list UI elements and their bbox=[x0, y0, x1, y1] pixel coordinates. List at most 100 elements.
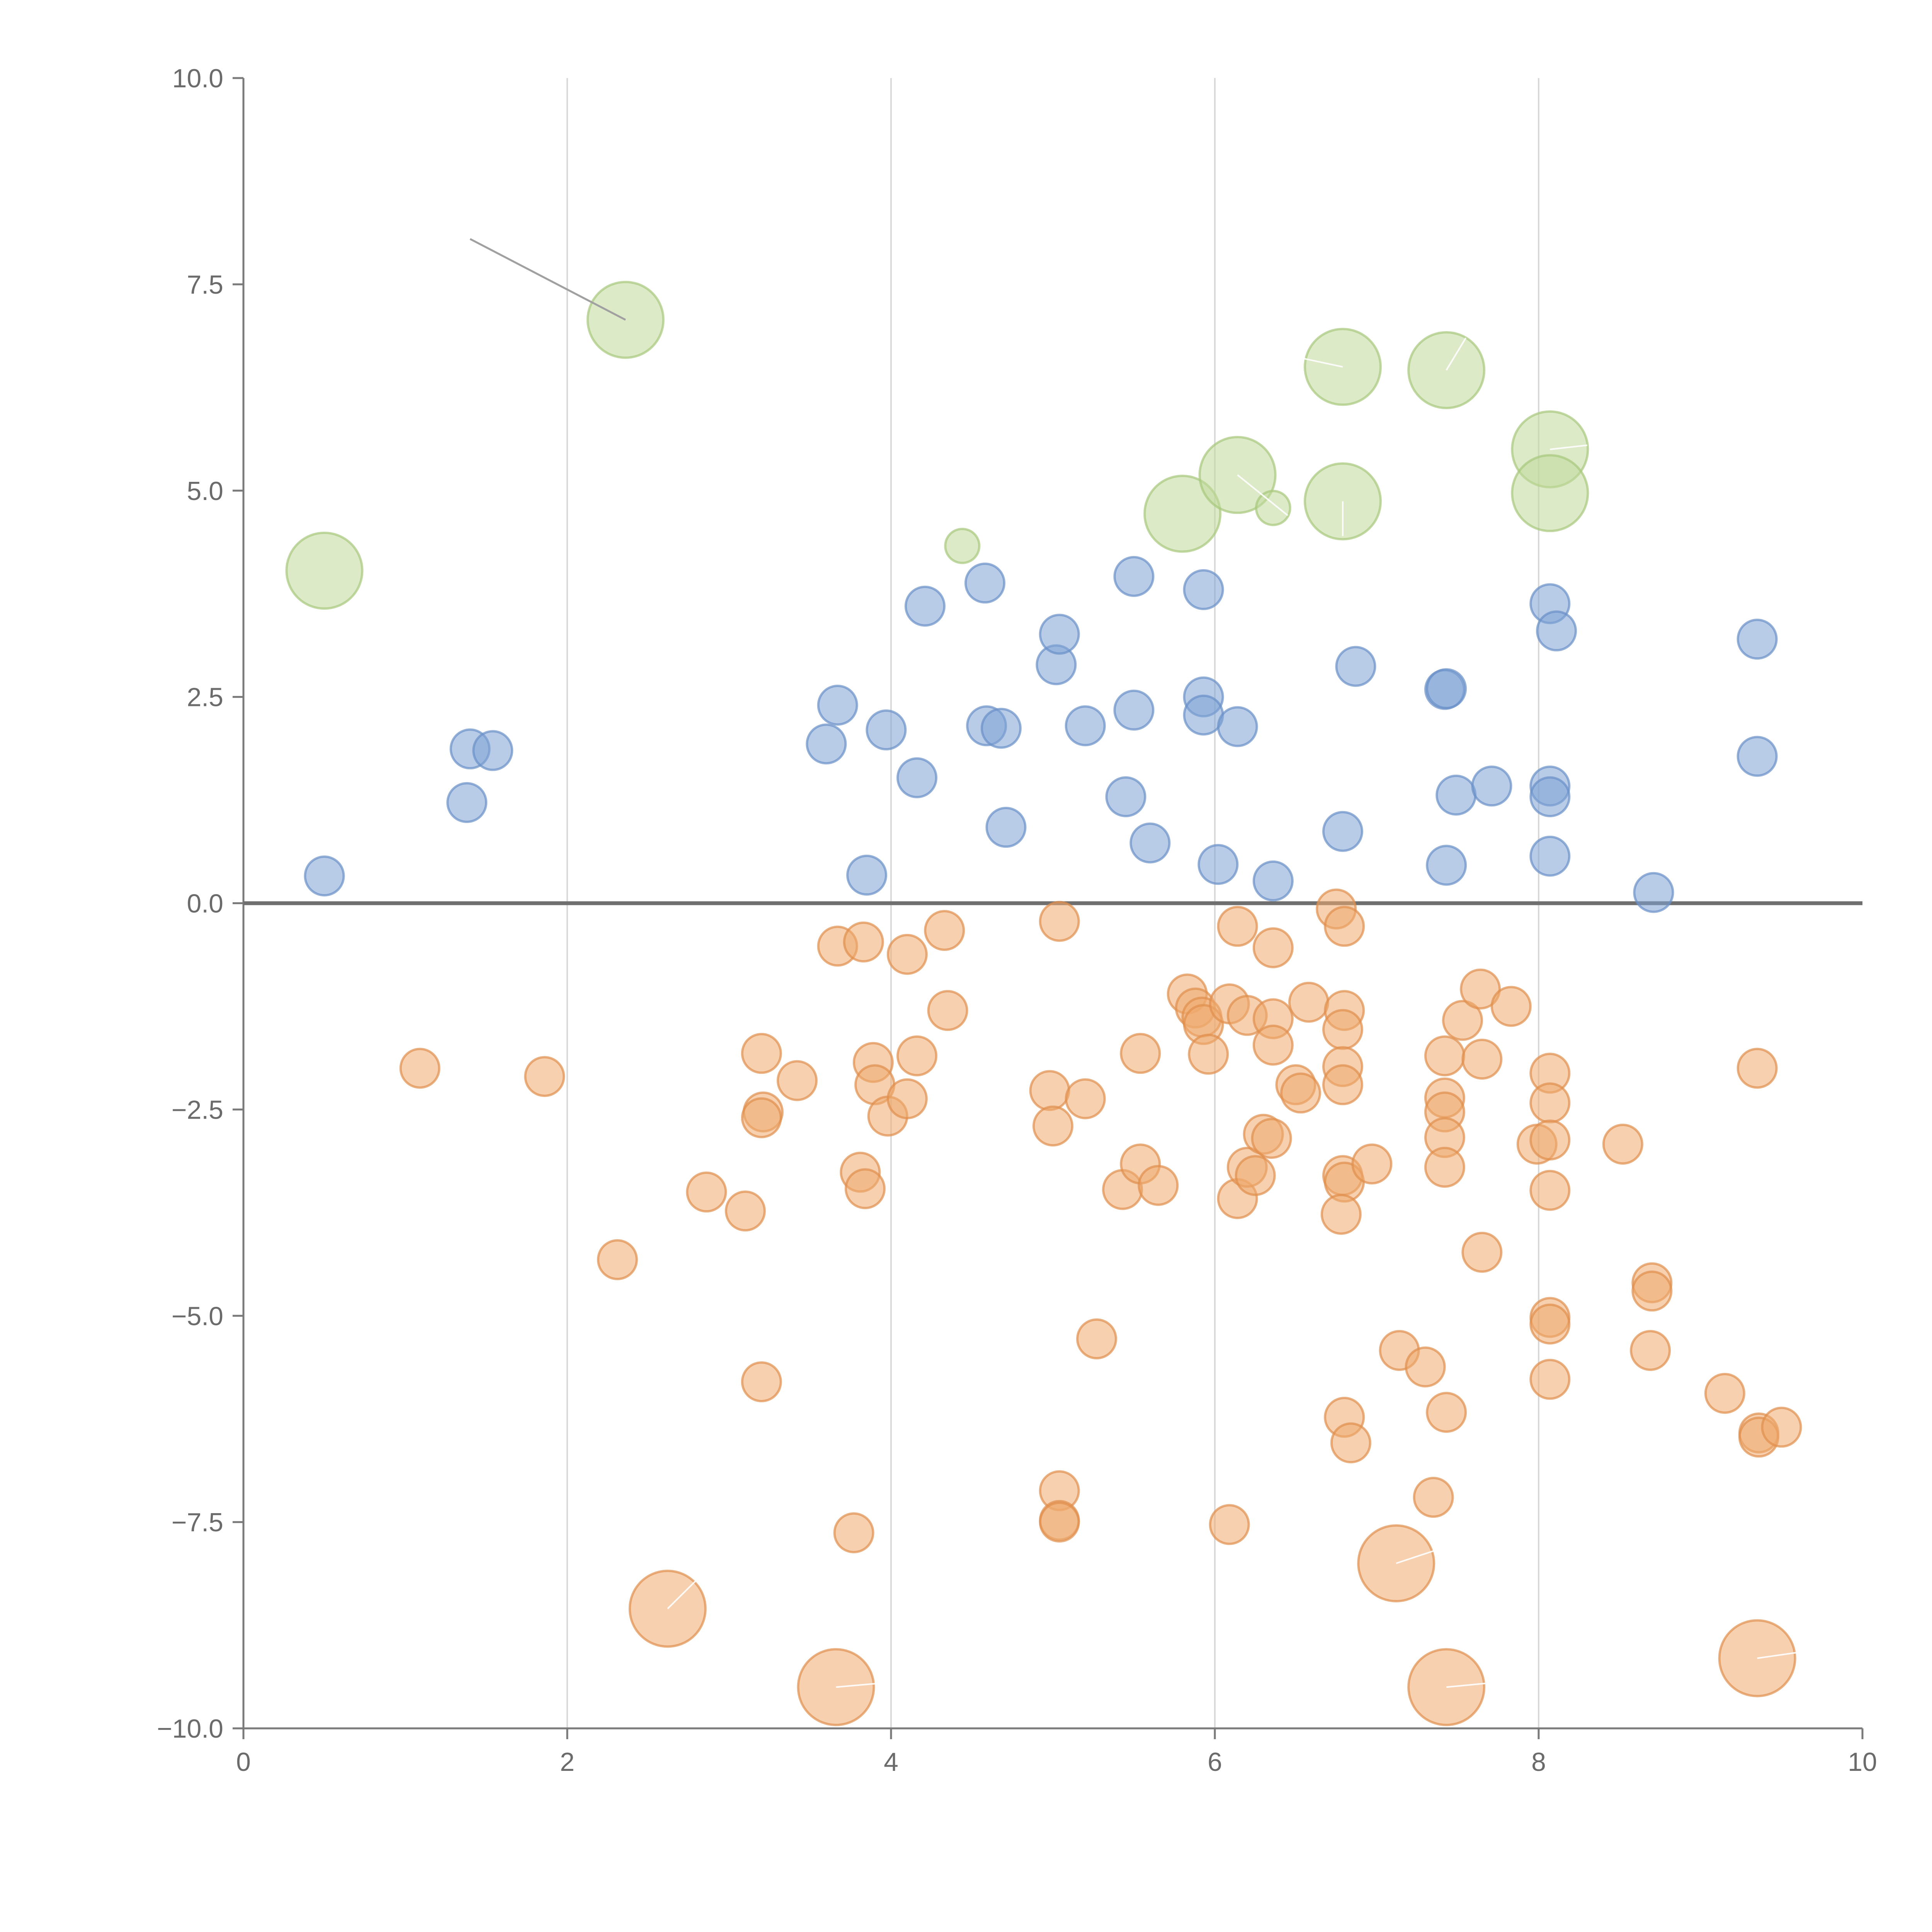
label-leader-lines bbox=[469, 238, 1798, 1688]
data-point bbox=[1704, 1372, 1745, 1414]
data-point bbox=[1304, 328, 1382, 406]
x-tick-label: 2 bbox=[560, 1747, 575, 1777]
leader-line bbox=[1446, 337, 1467, 371]
data-point bbox=[1529, 1119, 1571, 1161]
data-point bbox=[1320, 1194, 1362, 1235]
y-tick-label: 0.0 bbox=[187, 889, 223, 918]
data-point bbox=[806, 723, 847, 765]
data-point bbox=[1442, 1000, 1483, 1041]
axes: 0 2 4 6 8 10 10.0 7.5 5.0 2.5 0.0 −2.5 −5.0 −7.5 −10.0 bbox=[157, 64, 1877, 1777]
data-point bbox=[399, 1048, 440, 1089]
data-point bbox=[524, 1056, 565, 1097]
data-point bbox=[1511, 454, 1589, 532]
data-point bbox=[896, 1035, 938, 1077]
data-point bbox=[1536, 610, 1577, 651]
x-tick-label: 8 bbox=[1531, 1747, 1546, 1777]
data-point bbox=[724, 1190, 766, 1232]
leader-line bbox=[836, 1682, 883, 1688]
data-point bbox=[944, 527, 981, 564]
data-point bbox=[1183, 569, 1224, 611]
data-point bbox=[1252, 927, 1294, 968]
y-tick-label: 5.0 bbox=[187, 476, 223, 506]
data-point bbox=[1039, 901, 1080, 942]
data-point bbox=[1183, 694, 1224, 736]
data-point bbox=[924, 910, 965, 951]
data-point bbox=[1032, 1105, 1073, 1147]
data-point bbox=[1105, 776, 1146, 818]
data-point bbox=[1529, 776, 1571, 818]
data-point bbox=[304, 855, 345, 897]
data-point bbox=[1113, 556, 1155, 597]
data-point bbox=[1736, 619, 1778, 660]
data-point bbox=[886, 1078, 928, 1119]
data-point bbox=[980, 707, 1022, 749]
data-point bbox=[1460, 968, 1501, 1010]
data-point bbox=[1330, 1422, 1371, 1464]
data-point bbox=[1335, 646, 1376, 687]
series-negative bbox=[399, 888, 1802, 1553]
leader-line bbox=[1446, 1682, 1490, 1688]
data-point bbox=[1120, 1033, 1161, 1074]
data-point bbox=[1426, 845, 1467, 886]
data-point bbox=[1602, 1124, 1643, 1165]
data-point bbox=[1280, 1072, 1321, 1114]
leader-line bbox=[1304, 358, 1343, 368]
data-point bbox=[1076, 1318, 1117, 1360]
data-point bbox=[1529, 835, 1571, 877]
data-point bbox=[472, 730, 514, 771]
data-point bbox=[1129, 822, 1171, 864]
data-point bbox=[1252, 860, 1294, 901]
data-point bbox=[896, 757, 938, 798]
leader-line bbox=[1237, 474, 1288, 516]
data-point bbox=[1217, 706, 1258, 747]
leader-line bbox=[667, 1579, 697, 1609]
data-point bbox=[1065, 705, 1106, 747]
series-large-negative bbox=[628, 1524, 1796, 1726]
data-point bbox=[1529, 1303, 1571, 1345]
data-point bbox=[1426, 1392, 1467, 1433]
y-tick-label: −10.0 bbox=[157, 1714, 223, 1743]
leader-line bbox=[469, 238, 626, 321]
data-point bbox=[1407, 331, 1486, 409]
data-point bbox=[927, 990, 968, 1031]
y-tick-label: −5.0 bbox=[172, 1301, 223, 1331]
data-point bbox=[1461, 1231, 1503, 1273]
x-tick-label: 6 bbox=[1208, 1747, 1222, 1777]
data-point bbox=[1322, 811, 1364, 852]
data-point bbox=[741, 1033, 782, 1074]
data-point bbox=[1461, 1039, 1503, 1080]
data-point bbox=[1138, 1165, 1179, 1206]
data-point bbox=[1029, 1070, 1070, 1111]
x-tick-label: 10 bbox=[1848, 1747, 1877, 1777]
data-point bbox=[964, 562, 1006, 604]
data-point bbox=[285, 531, 364, 610]
data-point bbox=[1209, 1504, 1250, 1545]
data-point bbox=[1255, 490, 1291, 526]
data-point bbox=[1424, 1035, 1465, 1077]
data-point bbox=[886, 934, 928, 975]
data-point bbox=[1252, 1024, 1294, 1066]
data-point bbox=[1324, 906, 1365, 947]
data-point bbox=[1065, 1078, 1106, 1119]
data-point bbox=[741, 1361, 782, 1403]
leader-line bbox=[1550, 444, 1587, 450]
series-positive bbox=[304, 556, 1778, 913]
data-point bbox=[1251, 1118, 1292, 1159]
data-point bbox=[1529, 1359, 1571, 1400]
data-point bbox=[904, 585, 946, 627]
data-point bbox=[1736, 1048, 1778, 1089]
y-tick-label: −7.5 bbox=[172, 1508, 223, 1537]
data-point bbox=[1351, 1143, 1393, 1185]
y-tick-label: −2.5 bbox=[172, 1095, 223, 1124]
data-point bbox=[1197, 844, 1239, 885]
data-point bbox=[446, 782, 488, 823]
data-point bbox=[776, 1060, 818, 1101]
y-tick-label: 2.5 bbox=[187, 683, 223, 712]
data-point bbox=[1471, 765, 1512, 807]
data-point bbox=[686, 1171, 727, 1213]
data-point bbox=[1529, 1170, 1571, 1211]
data-point bbox=[866, 709, 907, 751]
y-tick-label: 7.5 bbox=[187, 270, 223, 299]
data-point bbox=[1288, 981, 1330, 1023]
